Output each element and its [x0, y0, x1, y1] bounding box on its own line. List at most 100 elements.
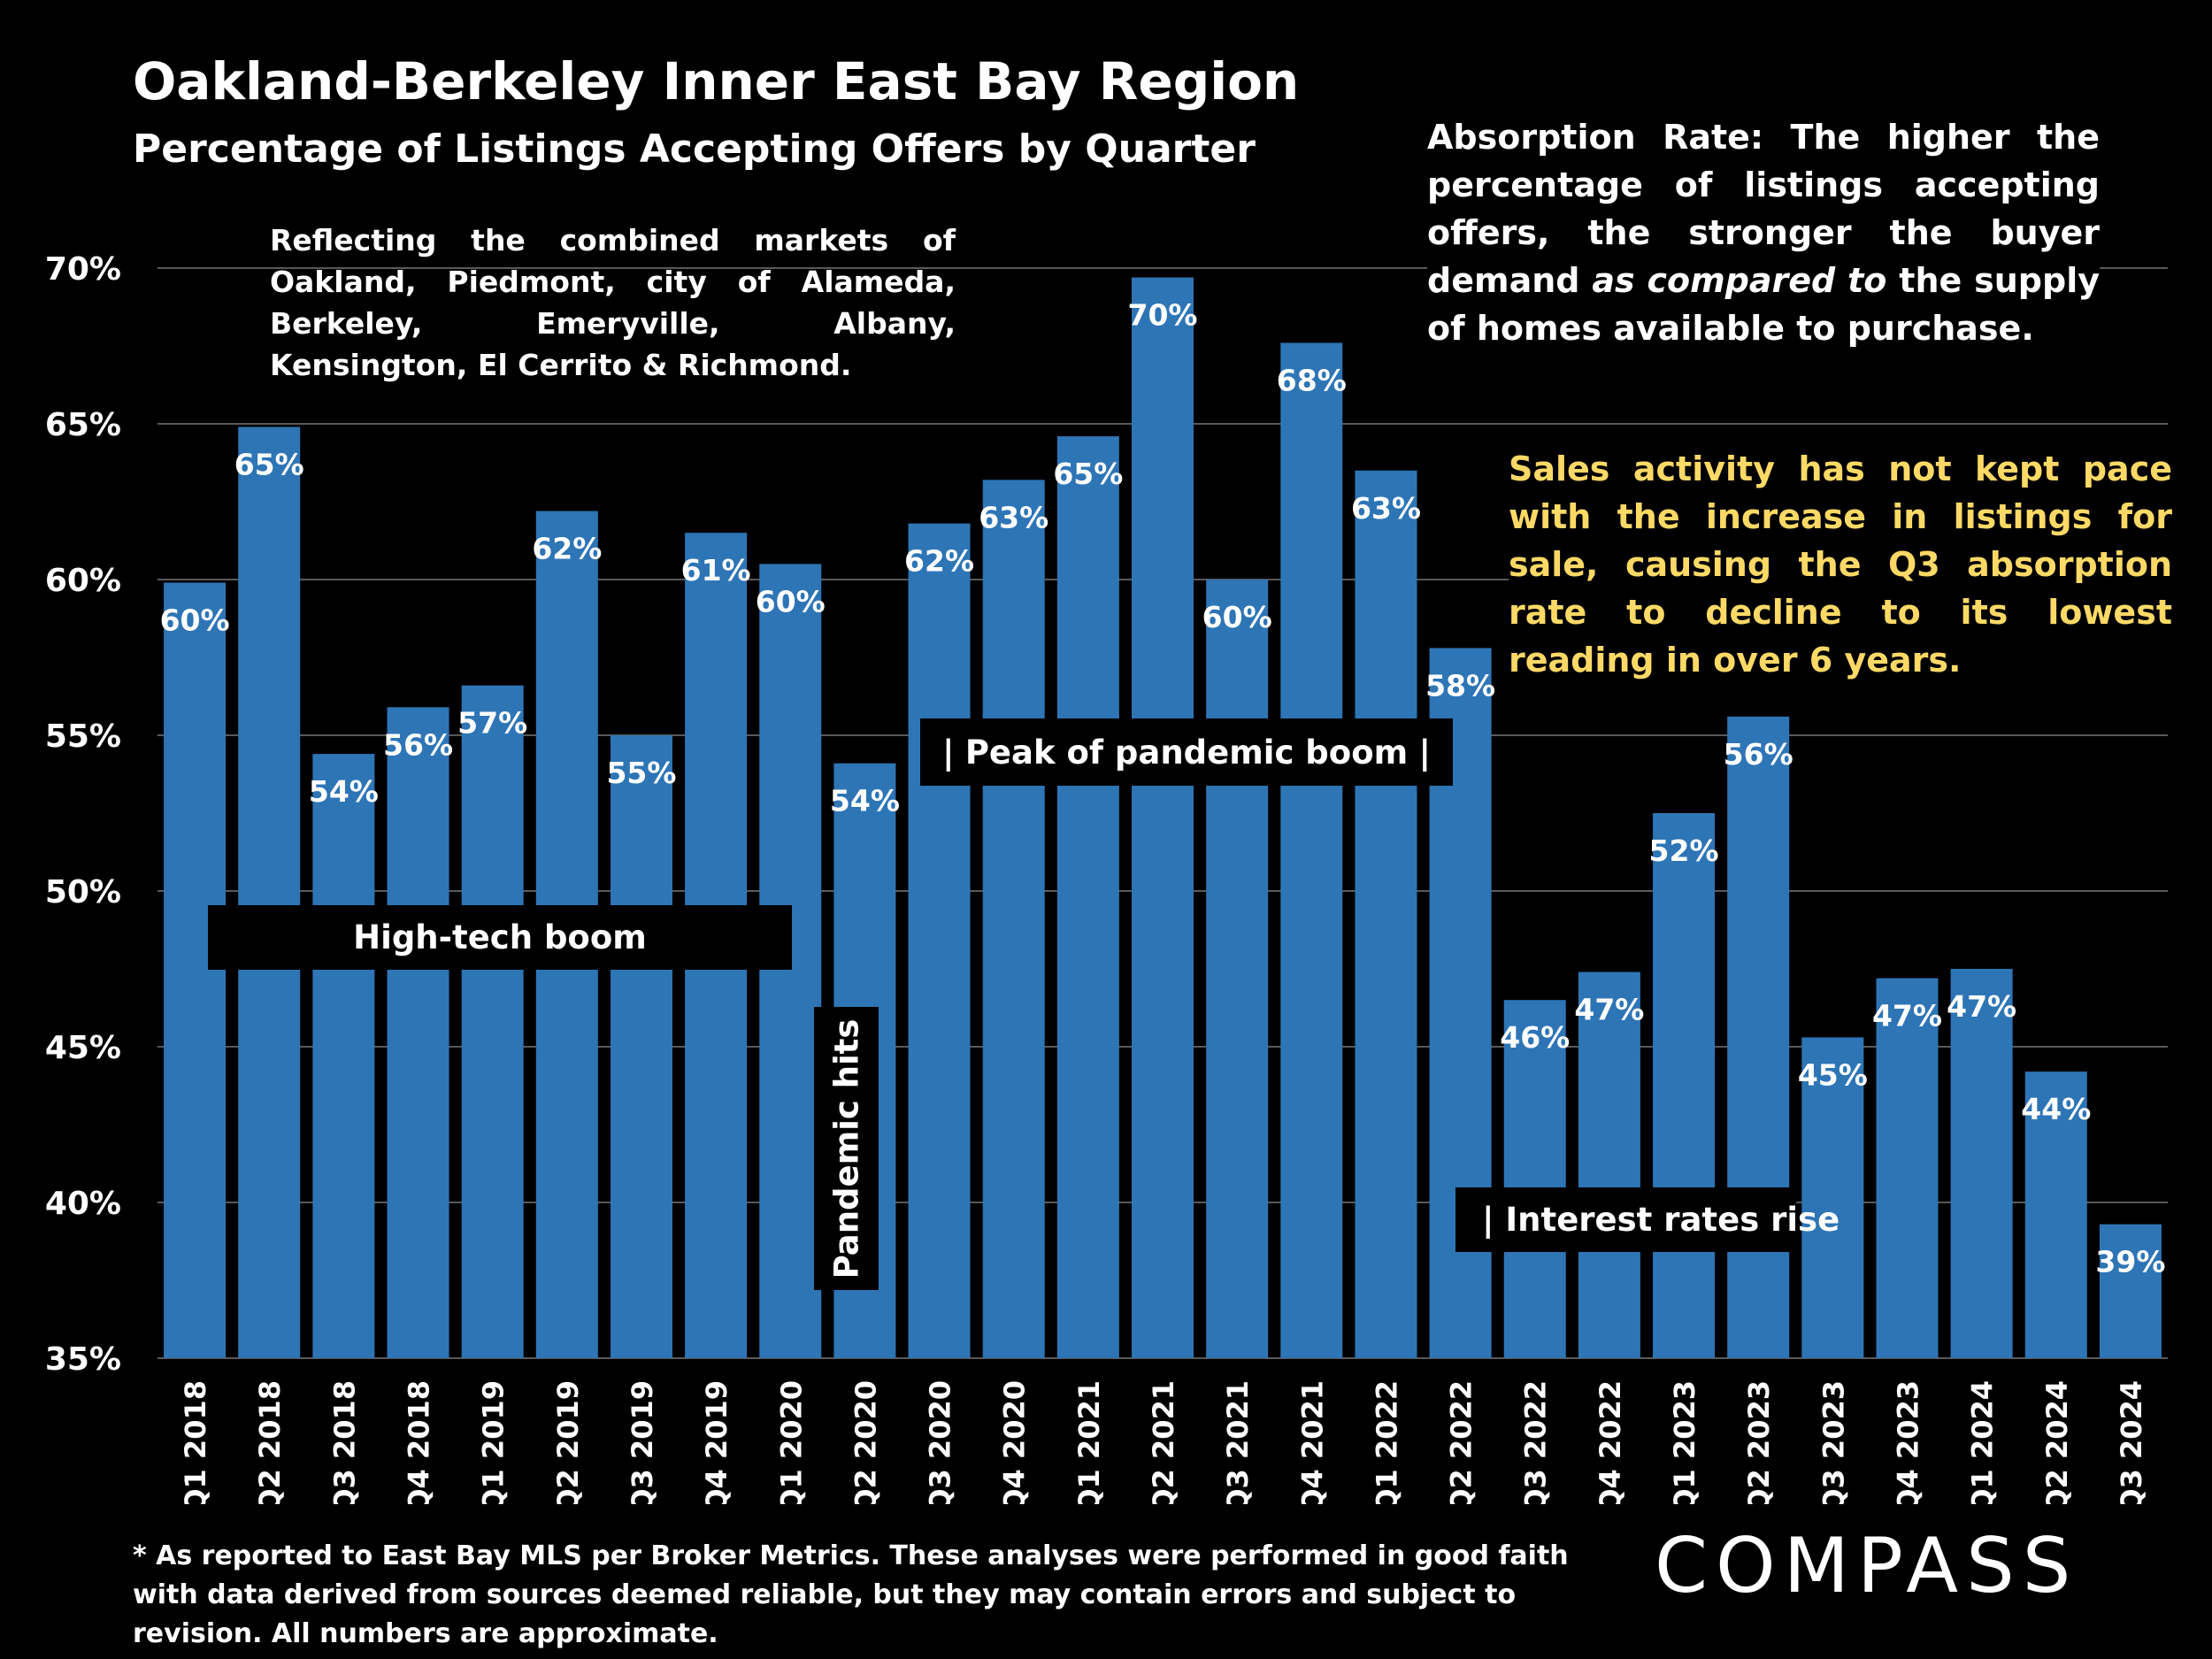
- x-tick-label: Q2 2020: [849, 1380, 882, 1504]
- bars: [164, 277, 2162, 1359]
- data-label: 44%: [2021, 1092, 2091, 1126]
- y-tick-label: 45%: [45, 1030, 121, 1066]
- data-label: 55%: [606, 756, 676, 790]
- data-label: 61%: [681, 553, 751, 588]
- bar: [461, 685, 524, 1358]
- data-label: 68%: [1277, 363, 1347, 397]
- x-tick-label: Q3 2023: [1816, 1380, 1850, 1504]
- x-axis-ticks: Q1 2018 Q2 2018 Q3 2018 Q4 2018 Q1 2019 Q2 20…: [179, 1380, 2148, 1504]
- data-label: 56%: [383, 727, 453, 762]
- bar: [1355, 470, 1417, 1358]
- y-tick-label: 55%: [45, 718, 121, 755]
- x-tick-label: Q1 2024: [1966, 1380, 2000, 1504]
- absorption-note-text: Absorption Rate: The higher the percenta…: [1427, 118, 2100, 300]
- page-subtitle: Percentage of Listings Accepting Offers …: [133, 127, 1256, 172]
- y-tick-label: 65%: [45, 407, 121, 443]
- data-label: 56%: [1724, 737, 1793, 772]
- data-label: 47%: [1947, 989, 2016, 1024]
- data-label: 47%: [1872, 999, 1942, 1033]
- y-tick-label: 70%: [45, 251, 121, 288]
- y-tick-label: 60%: [45, 563, 121, 599]
- bar: [1056, 436, 1119, 1359]
- x-tick-label: Q4 2023: [1891, 1380, 1924, 1504]
- x-tick-label: Q4 2020: [998, 1380, 1032, 1504]
- data-label: 39%: [2095, 1245, 2165, 1279]
- y-tick-label: 40%: [45, 1186, 121, 1222]
- bar-chart: 35%40%45%50%55%60%65%70% 60%65%54%56%57%…: [45, 251, 2168, 1504]
- data-label: 62%: [904, 544, 974, 579]
- page-title: Oakland-Berkeley Inner East Bay Region: [133, 51, 1300, 111]
- absorption-note-emphasis: as compared to: [1592, 261, 1887, 300]
- data-label: 46%: [1500, 1020, 1570, 1055]
- bar: [908, 523, 971, 1358]
- x-tick-label: Q2 2022: [1445, 1380, 1479, 1504]
- x-tick-label: Q3 2021: [1221, 1380, 1255, 1504]
- bar: [1801, 1037, 1864, 1358]
- bar: [1503, 1000, 1566, 1358]
- data-label: 63%: [1351, 491, 1421, 526]
- annotation-bracket-right: |: [1418, 733, 1431, 772]
- bar: [1876, 978, 1939, 1358]
- x-tick-label: Q1 2021: [1072, 1380, 1106, 1504]
- x-tick-label: Q1 2019: [477, 1380, 511, 1504]
- x-tick-label: Q1 2018: [179, 1380, 212, 1504]
- x-tick-label: Q4 2018: [403, 1380, 436, 1504]
- bar: [1132, 277, 1194, 1358]
- bar: [1653, 813, 1716, 1358]
- bar: [1727, 716, 1790, 1358]
- annotation-peak-pandemic-boom: | Peak of pandemic boom |: [920, 718, 1453, 786]
- y-tick-label: 50%: [45, 874, 121, 910]
- data-label: 54%: [830, 784, 900, 818]
- data-label: 65%: [234, 448, 304, 482]
- data-label: 63%: [979, 500, 1048, 534]
- bar: [2099, 1224, 2162, 1358]
- absorption-note: Absorption Rate: The higher the percenta…: [1427, 113, 2100, 352]
- x-tick-label: Q4 2021: [1295, 1380, 1329, 1504]
- annotation-peak-label: Peak of pandemic boom: [964, 733, 1409, 772]
- annotation-bracket-left: |: [942, 733, 955, 772]
- data-label: 52%: [1649, 833, 1719, 868]
- x-tick-label: Q3 2018: [327, 1380, 361, 1504]
- x-tick-label: Q3 2022: [1519, 1380, 1553, 1504]
- bar: [610, 735, 672, 1358]
- x-tick-label: Q3 2024: [2115, 1380, 2148, 1504]
- x-tick-label: Q2 2019: [551, 1380, 585, 1504]
- x-tick-label: Q4 2019: [700, 1380, 733, 1504]
- bar: [1578, 972, 1640, 1358]
- annotation-pandemic-label: Pandemic hits: [827, 1018, 866, 1279]
- x-tick-label: Q3 2020: [924, 1380, 957, 1504]
- region-note: Reflecting the combined markets of Oakla…: [270, 223, 956, 382]
- x-tick-label: Q1 2023: [1668, 1380, 1701, 1504]
- bar: [982, 480, 1045, 1358]
- bar: [1206, 580, 1269, 1358]
- data-label: 70%: [1128, 298, 1198, 333]
- bar: [312, 754, 375, 1358]
- bar: [2024, 1071, 2087, 1358]
- x-tick-label: Q2 2018: [253, 1380, 287, 1504]
- data-labels: 60%65%54%56%57%62%55%61%60%54%62%63%65%7…: [160, 298, 2166, 1279]
- data-label: 62%: [532, 532, 602, 566]
- data-label: 45%: [1798, 1057, 1868, 1092]
- compass-logo: COMPASS: [1655, 1522, 2079, 1610]
- bar: [387, 707, 449, 1358]
- data-label: 60%: [1202, 600, 1272, 634]
- sales-note: Sales activity has not kept pace with th…: [1509, 445, 2172, 684]
- data-label: 47%: [1574, 993, 1644, 1027]
- x-tick-label: Q1 2022: [1370, 1380, 1403, 1504]
- annotation-high-tech-boom: High-tech boom: [208, 905, 792, 970]
- data-label: 65%: [1053, 457, 1123, 491]
- data-label: 54%: [309, 774, 379, 809]
- x-tick-label: Q2 2021: [1147, 1380, 1180, 1504]
- y-tick-label: 35%: [45, 1341, 121, 1378]
- absorption-note-text-end: the supply of homes available to purchas…: [1427, 261, 2100, 348]
- bar: [1280, 342, 1343, 1359]
- bar: [164, 582, 227, 1358]
- data-label: 60%: [160, 603, 230, 638]
- x-tick-label: Q3 2019: [626, 1380, 659, 1504]
- annotation-pandemic-hits: Pandemic hits: [814, 1007, 879, 1290]
- x-tick-label: Q2 2024: [2040, 1380, 2074, 1504]
- x-tick-label: Q1 2020: [774, 1380, 808, 1504]
- data-label: 60%: [756, 584, 826, 618]
- bar: [1950, 969, 2013, 1358]
- data-label: 58%: [1425, 668, 1495, 703]
